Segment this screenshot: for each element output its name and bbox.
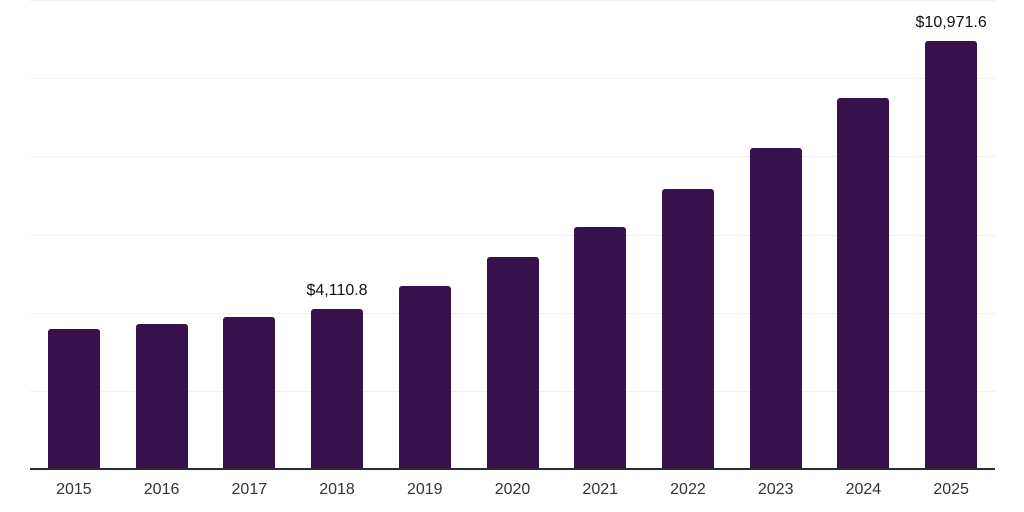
- plot-area: $4,110.8 $10,971.6: [30, 0, 995, 470]
- x-tick-label-2022: 2022: [670, 481, 706, 498]
- bar-2016: [135, 324, 188, 470]
- bar-2024: [837, 98, 890, 470]
- x-tick-label-2020: 2020: [494, 481, 531, 498]
- x-tick-label-2024: 2024: [845, 481, 882, 498]
- x-tick-label-2017: 2017: [231, 481, 268, 498]
- bar-2025: [925, 41, 978, 470]
- x-tick-label-2016: 2016: [143, 481, 180, 498]
- bar-2017: [223, 317, 276, 470]
- value-label-2025: $10,971.6: [915, 14, 987, 32]
- gridline-8000: [30, 156, 995, 158]
- bar-2018: [311, 309, 364, 470]
- bar-2023: [749, 147, 802, 470]
- bar-2022: [661, 189, 714, 470]
- value-label-2018: $4,110.8: [306, 282, 368, 300]
- x-tick-label-2018: 2018: [319, 481, 355, 498]
- x-axis-line: [30, 468, 995, 470]
- gridline-12000: [30, 0, 995, 1]
- x-tick-label-2025: 2025: [933, 481, 969, 498]
- x-tick-label-2021: 2021: [582, 481, 619, 498]
- bar-2020: [486, 257, 539, 470]
- x-axis-labels: 2015 2016 2017 2018 2019 2020 2021 2022 2023 2024…: [30, 472, 995, 502]
- x-tick-label-2019: 2019: [406, 481, 443, 498]
- x-tick-label-2015: 2015: [56, 481, 92, 498]
- gridline-6000: [30, 234, 995, 236]
- bar-2015: [47, 329, 100, 470]
- bar-2021: [574, 226, 627, 470]
- bar-2019: [398, 285, 451, 470]
- x-tick-label-2023: 2023: [757, 481, 794, 498]
- gridline-10000: [30, 78, 995, 80]
